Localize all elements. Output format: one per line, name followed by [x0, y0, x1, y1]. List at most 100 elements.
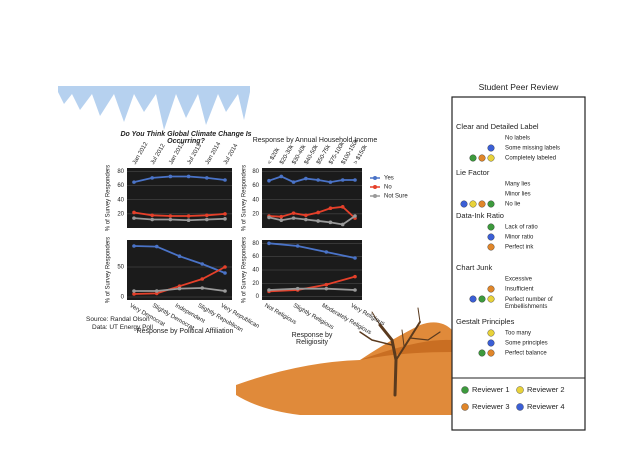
data-point — [154, 244, 159, 249]
dead-tree — [359, 307, 441, 397]
data-point — [132, 216, 136, 220]
section-heading: Clear and Detailed Label — [456, 122, 539, 131]
legend-label: Reviewer 1 — [472, 385, 510, 394]
y-axis-title: % of Survey Responders — [106, 165, 112, 231]
data-point — [186, 218, 191, 223]
reviewer-dot — [487, 285, 495, 293]
data-point — [353, 214, 357, 218]
y-tick-label: 40 — [117, 197, 124, 203]
y-tick-label: 60 — [117, 183, 124, 189]
reviewer-dot — [469, 295, 477, 303]
data-point — [200, 277, 205, 281]
review-title: Student Peer Review — [478, 82, 559, 92]
reviewer-dot — [487, 329, 495, 337]
data-point — [205, 217, 209, 222]
data-point — [324, 250, 329, 254]
legend-swatch — [516, 386, 524, 394]
review-box — [451, 96, 586, 431]
reviewer-dot — [487, 144, 495, 152]
series-line — [268, 215, 356, 226]
reviewer-dot — [487, 295, 495, 303]
option-label: No labels — [505, 136, 530, 142]
data-point — [324, 282, 329, 287]
option-label: No lie — [505, 202, 521, 208]
data-point — [132, 180, 136, 184]
data-point — [186, 214, 191, 218]
legend-swatch — [373, 185, 377, 189]
x-axis-title: Response by Political Affiliation — [136, 328, 234, 335]
legend-label: Reviewer 3 — [472, 402, 510, 411]
data-point — [223, 271, 227, 275]
reviewer-dot — [478, 295, 486, 303]
data-point — [223, 178, 227, 182]
y-tick-label: 50 — [117, 265, 124, 271]
data-point — [304, 176, 308, 181]
series-line — [268, 275, 356, 293]
section-heading: Chart Junk — [456, 263, 493, 272]
data-point — [132, 289, 136, 293]
series-line — [268, 175, 355, 184]
data-point — [177, 286, 182, 291]
data-point — [205, 213, 209, 218]
data-point — [353, 178, 357, 182]
data-point — [168, 214, 173, 218]
data-point — [150, 213, 154, 218]
legend-label: Reviewer 2 — [527, 385, 565, 394]
y-tick-label: 40 — [252, 268, 259, 274]
data-point — [132, 244, 136, 248]
data-point — [279, 174, 284, 179]
legend-swatch — [461, 403, 469, 411]
data-point — [267, 215, 271, 220]
legend-swatch — [516, 403, 524, 411]
series-line — [133, 175, 226, 183]
data-point — [353, 288, 357, 292]
legend-label: Reviewer 4 — [527, 402, 565, 411]
series-line — [133, 211, 226, 217]
data-point — [353, 256, 357, 260]
legend-swatch — [373, 176, 377, 180]
y-tick-label: 80 — [117, 169, 124, 175]
data-point — [291, 180, 296, 184]
data-point — [316, 219, 320, 223]
reviewer-dot — [487, 200, 495, 208]
y-tick-label: 0 — [256, 294, 260, 300]
data-point — [132, 210, 136, 215]
reviewer-dot — [487, 154, 495, 162]
data-point — [154, 289, 159, 293]
option-label: Perfect balance — [505, 351, 547, 357]
legend-swatch — [373, 194, 377, 198]
icicles — [58, 86, 250, 130]
data-point — [223, 217, 227, 221]
option-label: Insufficient — [505, 287, 534, 293]
data-point — [328, 220, 333, 225]
legend-swatch — [461, 386, 469, 394]
y-tick-label: 20 — [252, 211, 259, 217]
option-label: Lack of ratio — [505, 225, 538, 231]
option-label: Some principles — [505, 341, 548, 347]
x-axis-title: Response by Religiosity — [291, 332, 333, 346]
option-label: Minor lies — [505, 192, 531, 198]
y-axis-title: % of Survey Responders — [242, 237, 248, 303]
option-label: Perfect ink — [505, 245, 534, 251]
reviewer-dot — [487, 339, 495, 347]
reviewer-dot — [487, 233, 495, 241]
legend-label: Yes — [384, 176, 394, 182]
y-tick-label: 80 — [252, 241, 259, 247]
data-point — [340, 205, 345, 209]
reviewer-dot — [469, 154, 477, 162]
chart-title: Response by Annual Household Income — [252, 137, 378, 144]
data-point — [279, 218, 284, 223]
y-tick-label: 60 — [252, 183, 259, 189]
section-heading: Lie Factor — [456, 168, 490, 177]
data-point — [304, 213, 308, 218]
data-point — [340, 222, 345, 227]
data-point — [328, 180, 333, 184]
reviewer-dot — [478, 154, 486, 162]
data-point — [200, 262, 205, 266]
data-point — [291, 216, 296, 220]
chart-title: Do You Think Global Climate Change Is Oc… — [120, 131, 252, 145]
data-point — [316, 210, 320, 215]
x-tick-label: Jul 2012 — [150, 143, 167, 166]
y-tick-label: 40 — [252, 197, 259, 203]
